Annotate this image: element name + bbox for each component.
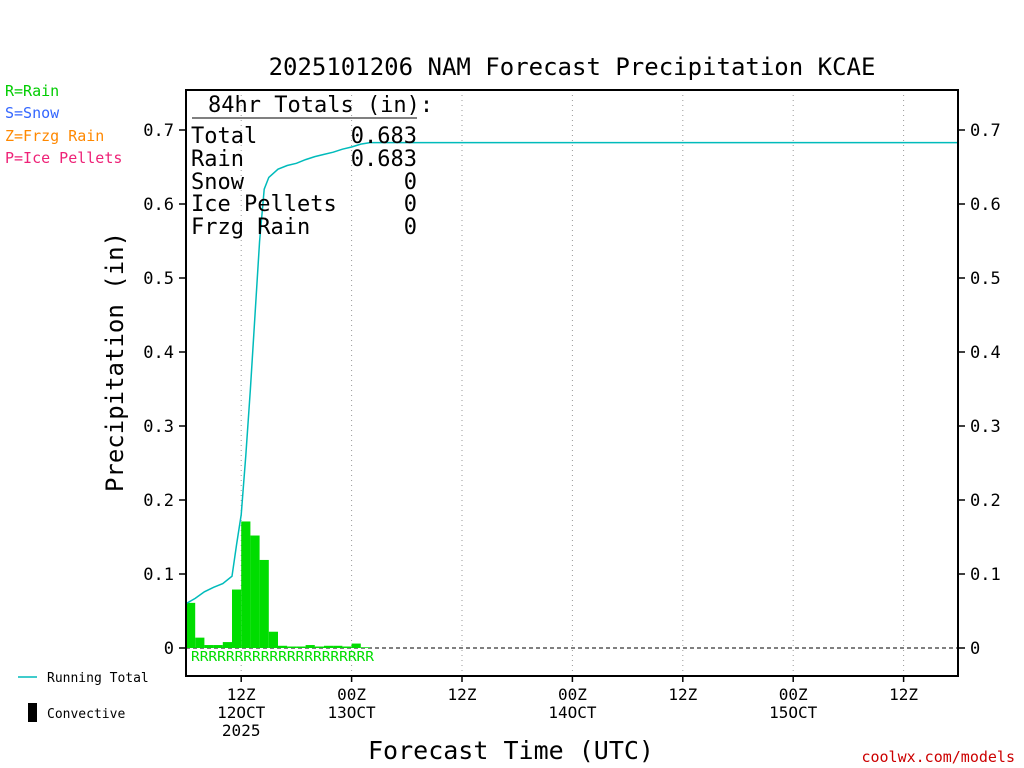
precip-bar: [333, 645, 343, 648]
y-tick-label-left: 0.1: [143, 565, 174, 585]
y-tick-label-right: 0.1: [970, 565, 1001, 585]
totals-value-rain: 0.683: [351, 147, 417, 172]
y-tick-label-right: 0.6: [970, 195, 1001, 215]
y-tick-label-right: 0.4: [970, 343, 1001, 363]
legend-snow: S=Snow: [5, 104, 60, 122]
x-tick-label: 00Z: [337, 685, 366, 704]
totals-value-ice-pellets: 0: [404, 192, 417, 217]
legend-ice-pellets: P=Ice Pellets: [5, 149, 122, 167]
precip-bar: [268, 631, 278, 648]
x-tick-label: 13OCT: [328, 703, 377, 722]
precip-bar: [213, 645, 223, 648]
precip-bar: [360, 647, 370, 648]
y-tick-label-right: 0.3: [970, 417, 1001, 437]
y-axis-left: 0 0.1 0.2 0.3 0.4 0.5 0.6 0.7: [143, 121, 186, 659]
precip-bar: [305, 645, 315, 648]
totals-value-total: 0.683: [351, 124, 417, 149]
x-tick-label: 14OCT: [548, 703, 597, 722]
x-tick-label: 15OCT: [769, 703, 818, 722]
x-tick-label: 00Z: [558, 685, 587, 704]
x-tick-label: 12Z: [227, 685, 256, 704]
y-tick-label-left: 0.7: [143, 121, 174, 141]
totals-label-rain: Rain: [191, 147, 244, 172]
y-tick-label-left: 0.3: [143, 417, 174, 437]
precip-bar: [324, 645, 334, 648]
precip-bar: [222, 642, 232, 648]
precip-bar: [278, 645, 288, 648]
y-tick-label-right: 0.5: [970, 269, 1001, 289]
y-tick-label-right: 0.7: [970, 121, 1001, 141]
ptype-codes: RRRRRRRRRRRRRRRRRRRRR: [191, 650, 374, 665]
x-tick-label: 12Z: [889, 685, 918, 704]
x-tick-label: 00Z: [779, 685, 808, 704]
chart-title: 2025101206 NAM Forecast Precipitation KC…: [269, 53, 876, 81]
precip-bar: [186, 602, 196, 648]
totals-box: 84hr Totals (in): Total 0.683 Rain 0.683…: [191, 93, 433, 240]
legend-rain: R=Rain: [5, 82, 59, 100]
y-tick-label-right: 0: [970, 639, 980, 659]
totals-label-snow: Snow: [191, 170, 245, 195]
totals-header: 84hr Totals (in):: [208, 93, 433, 118]
x-axis-title: Forecast Time (UTC): [368, 736, 654, 765]
precip-bar: [250, 535, 260, 648]
hourly-precip-bars: [186, 521, 370, 648]
precip-bar: [342, 646, 352, 648]
x-tick-label: 12Z: [668, 685, 697, 704]
totals-value-frzg-rain: 0: [404, 215, 417, 240]
precip-bar: [195, 637, 205, 648]
precip-bar: [241, 521, 251, 648]
y-tick-label-left: 0.4: [143, 343, 174, 363]
totals-label-ice-pellets: Ice Pellets: [191, 192, 337, 217]
convective-legend-label: Convective: [47, 707, 125, 722]
y-tick-label-left: 0.2: [143, 491, 174, 511]
y-axis-right: 0 0.1 0.2 0.3 0.4 0.5 0.6 0.7: [958, 121, 1001, 659]
x-tick-label: 12OCT: [217, 703, 266, 722]
y-tick-label-left: 0.6: [143, 195, 174, 215]
running-total-legend-label: Running Total: [47, 671, 149, 686]
y-axis-title: Precipitation (in): [101, 232, 129, 492]
ptype-legend: R=Rain S=Snow Z=Frzg Rain P=Ice Pellets: [5, 82, 122, 167]
precip-bar: [204, 645, 214, 648]
precip-bar: [232, 589, 242, 648]
watermark: coolwx.com/models: [861, 748, 1015, 766]
precip-bar: [287, 646, 297, 648]
precip-bar: [259, 559, 269, 648]
y-tick-label-left: 0.5: [143, 269, 174, 289]
legend-frzg-rain: Z=Frzg Rain: [5, 127, 104, 145]
precip-bar: [314, 646, 324, 648]
convective-swatch: [28, 703, 37, 722]
running-total-line: [185, 141, 959, 605]
precip-bar: [351, 643, 361, 648]
y-tick-label-left: 0: [164, 639, 174, 659]
totals-value-snow: 0: [404, 170, 417, 195]
totals-label-frzg-rain: Frzg Rain: [191, 215, 310, 240]
y-tick-label-right: 0.2: [970, 491, 1001, 511]
x-tick-label: 2025: [222, 721, 261, 740]
precip-bar: [296, 646, 306, 648]
series-legend: Running Total Convective: [18, 671, 149, 722]
totals-label-total: Total: [191, 124, 257, 149]
x-tick-label: 12Z: [448, 685, 477, 704]
